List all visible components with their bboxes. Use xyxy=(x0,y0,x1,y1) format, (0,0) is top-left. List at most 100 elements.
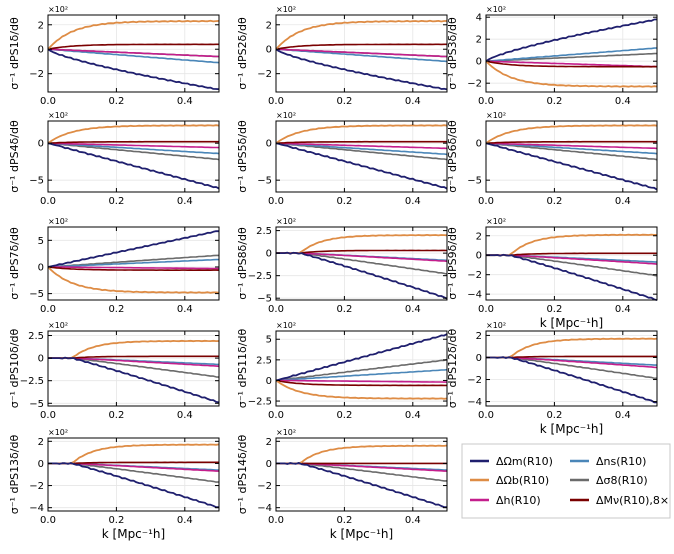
x-tick-label: 0.0 xyxy=(40,304,56,315)
panel-14: 0.0 0.2 0.4 −4 −2 0 2 ×10² σ⁻¹ dPS14δ/dθ k [Mpc⁻¹… xyxy=(236,428,448,541)
axis-multiplier: ×10² xyxy=(486,111,506,120)
plot-frame xyxy=(47,120,220,193)
y-tick-label: 0 xyxy=(266,459,272,470)
series-line-ds8 xyxy=(485,142,658,161)
y-tick-label: −5 xyxy=(29,289,44,300)
plot-frame xyxy=(275,226,448,301)
x-tick-label: 0.0 xyxy=(268,304,284,315)
series-line-dOb xyxy=(275,379,448,400)
plot-frame xyxy=(47,330,220,407)
axis-multiplier: ×10² xyxy=(276,111,296,120)
series-line-dOm xyxy=(276,461,448,509)
y-tick-label: 0 xyxy=(266,249,272,260)
y-tick-label: −4 xyxy=(29,503,44,514)
x-tick-label: 0.0 xyxy=(40,196,56,207)
legend-label-dh: Δh(R10) xyxy=(496,494,541,507)
y-axis-label: σ⁻¹ dPS7δ/dθ xyxy=(8,227,21,300)
y-tick-label: 2 xyxy=(38,20,44,31)
panel-9: 0.0 0.2 0.4 −4 −2 0 2 ×10² σ⁻¹ dPS9δ/dθ k [Mpc⁻¹h… xyxy=(446,217,658,330)
y-tick-label: 2 xyxy=(266,437,272,448)
plot-frame xyxy=(275,437,448,512)
x-tick-label: 0.0 xyxy=(40,410,56,421)
y-tick-label: −2 xyxy=(467,375,482,386)
series-line-dOb xyxy=(47,266,220,294)
x-tick-label: 0.0 xyxy=(478,96,494,107)
legend-label-ds8: Δσ8(R10) xyxy=(596,474,648,487)
y-axis-label: σ⁻¹ dPS5δ/dθ xyxy=(236,120,249,193)
series-line-dh xyxy=(275,142,448,150)
x-tick-label: 0.2 xyxy=(108,196,124,207)
series-line-dOm xyxy=(486,253,658,302)
x-tick-label: 0.2 xyxy=(546,196,562,207)
y-tick-label: 0 xyxy=(476,57,482,68)
x-tick-label: 0.4 xyxy=(177,410,193,421)
y-tick-label: 2 xyxy=(476,331,482,342)
series-line-dns xyxy=(47,258,219,268)
series-line-dMv xyxy=(47,140,219,144)
y-tick-label: −2 xyxy=(29,69,44,80)
series-line-dOm xyxy=(276,251,448,300)
series-line-dOm xyxy=(48,462,219,509)
series-line-dOm xyxy=(275,142,448,190)
panel-7: 0.0 0.2 0.4 −5 0 5 ×10² σ⁻¹ dPS7δ/dθ xyxy=(8,217,220,315)
panel-3: 0.0 0.2 0.4 −2 0 2 4 ×10² σ⁻¹ dPS3δ/dθ xyxy=(446,5,658,107)
series-line-dh xyxy=(276,252,448,263)
y-tick-label: −5 xyxy=(257,176,272,187)
x-tick-label: 0.0 xyxy=(268,515,284,526)
y-axis-label: σ⁻¹ dPS2δ/dθ xyxy=(236,17,249,90)
series-line-dMv xyxy=(486,252,657,256)
series-line-dh xyxy=(485,60,658,68)
y-tick-label: 2 xyxy=(476,231,482,242)
panel-4: 0.0 0.2 0.4 −5 0 ×10² σ⁻¹ dPS4δ/dθ xyxy=(8,111,220,207)
axis-multiplier: ×10² xyxy=(276,428,296,437)
series-line-dns xyxy=(275,142,448,156)
x-tick-label: 0.2 xyxy=(108,410,124,421)
x-tick-label: 0.4 xyxy=(177,515,193,526)
y-tick-label: 0 xyxy=(38,262,44,273)
panel-1: 0.0 0.2 0.4 −2 0 2 ×10² σ⁻¹ dPS1δ/dθ xyxy=(8,5,220,107)
y-tick-label: −2 xyxy=(257,481,272,492)
axis-multiplier: ×10² xyxy=(276,321,296,330)
y-tick-label: −4 xyxy=(467,397,482,408)
series-line-dOb xyxy=(485,124,658,144)
series-line-dMv xyxy=(47,266,220,272)
y-tick-label: 0 xyxy=(266,376,272,387)
y-axis-label: σ⁻¹ dPS4δ/dθ xyxy=(8,120,21,193)
x-tick-label: 0.0 xyxy=(478,410,494,421)
x-tick-label: 0.2 xyxy=(108,304,124,315)
x-tick-label: 0.2 xyxy=(336,410,352,421)
legend-item-dns: Δns(R10) xyxy=(570,455,646,468)
y-tick-label: 0 xyxy=(476,251,482,262)
series-line-ds8 xyxy=(485,52,658,62)
series-line-dOm xyxy=(48,356,220,404)
x-tick-label: 0.0 xyxy=(40,96,56,107)
series-line-dh xyxy=(47,142,220,149)
series-line-dMv xyxy=(485,140,657,144)
series-line-dMv xyxy=(275,43,447,50)
x-tick-label: 0.0 xyxy=(268,96,284,107)
series-line-dOb xyxy=(485,60,658,88)
x-tick-label: 0.0 xyxy=(268,196,284,207)
series-line-dMv xyxy=(275,379,447,387)
panel-10: 0.0 0.2 0.4 −5 −2.5 0 2.5 ×10² σ⁻¹ dPS10δ/dθ xyxy=(8,321,220,421)
panel-2: 0.0 0.2 0.4 −2 0 2 ×10² σ⁻¹ dPS2δ/dθ xyxy=(236,5,448,107)
y-tick-label: 2 xyxy=(266,20,272,31)
series-line-dMv xyxy=(47,43,219,50)
legend-label-dns: Δns(R10) xyxy=(596,455,646,468)
series-line-dOm xyxy=(486,356,657,404)
axis-multiplier: ×10² xyxy=(48,217,68,226)
series-line-dMv xyxy=(48,461,219,465)
x-axis-label: k [Mpc⁻¹h] xyxy=(540,422,603,436)
y-axis-label: σ⁻¹ dPS6δ/dθ xyxy=(446,120,459,193)
x-tick-label: 0.2 xyxy=(108,96,124,107)
axis-multiplier: ×10² xyxy=(48,111,68,120)
x-tick-label: 0.2 xyxy=(336,515,352,526)
x-tick-label: 0.4 xyxy=(177,304,193,315)
x-tick-label: 0.4 xyxy=(405,515,421,526)
y-tick-label: −4 xyxy=(467,290,482,301)
series-line-dOb xyxy=(276,444,448,465)
panel-12: 0.0 0.2 0.4 −4 −2 0 2 ×10² σ⁻¹ dPS12δ/dθ k [Mpc⁻¹… xyxy=(446,321,658,436)
y-tick-label: 0 xyxy=(38,459,44,470)
x-tick-label: 0.4 xyxy=(615,196,631,207)
y-tick-label: 0 xyxy=(476,139,482,150)
